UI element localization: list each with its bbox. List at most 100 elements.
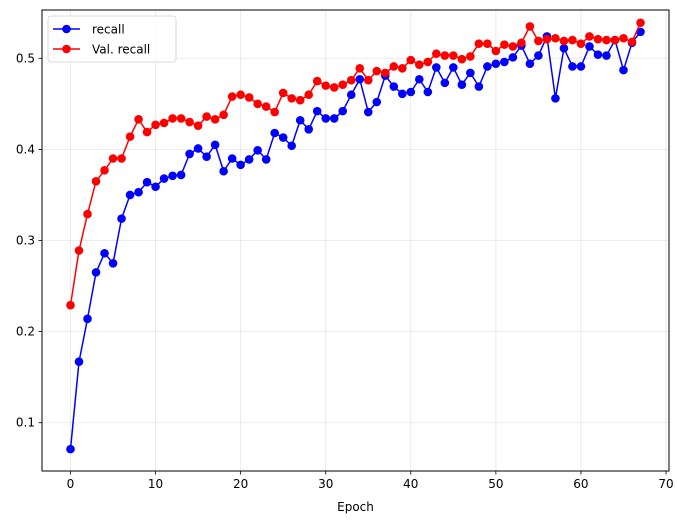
legend-marker: [62, 24, 71, 34]
data-point: [244, 155, 254, 164]
data-point: [415, 60, 424, 69]
x-tick-label: 40: [403, 477, 418, 491]
y-tick-label: 0.5: [16, 51, 35, 65]
x-tick-label: 60: [573, 477, 588, 491]
data-point: [389, 82, 399, 91]
data-point: [406, 55, 416, 65]
data-point: [74, 246, 84, 255]
data-point: [210, 115, 220, 124]
data-point: [576, 39, 586, 49]
data-point: [576, 62, 586, 71]
data-point: [457, 80, 467, 90]
data-point: [483, 62, 492, 71]
data-point: [193, 121, 203, 131]
data-point: [525, 59, 535, 69]
data-point: [168, 171, 177, 181]
data-point: [227, 92, 237, 101]
x-tick-label: 70: [658, 477, 673, 491]
series-1: [66, 18, 645, 310]
data-point: [415, 74, 424, 84]
data-point: [295, 115, 305, 125]
data-point: [585, 32, 594, 41]
data-point: [100, 248, 109, 258]
data-point: [210, 140, 220, 150]
data-point: [483, 39, 492, 49]
data-point: [270, 128, 279, 138]
y-tick-label: 0.3: [16, 234, 35, 248]
data-point: [117, 154, 126, 163]
data-point: [474, 82, 484, 91]
data-point: [474, 39, 484, 49]
x-axis: 0 10 20 30 40 50 60 70: [67, 471, 674, 491]
legend: recall Val. recall: [47, 15, 177, 63]
data-point: [406, 87, 416, 97]
data-point: [508, 42, 518, 51]
legend-label: Val. recall: [92, 43, 150, 57]
data-point: [449, 63, 458, 72]
data-point: [278, 133, 288, 142]
data-point: [287, 141, 296, 151]
data-point: [253, 146, 262, 155]
data-point: [593, 34, 603, 44]
data-point: [363, 107, 373, 117]
data-point: [185, 117, 194, 127]
data-point: [440, 78, 450, 88]
data-point: [312, 106, 322, 116]
data-point: [619, 33, 628, 43]
data-point: [91, 268, 101, 277]
data-point: [372, 97, 382, 107]
data-point: [202, 112, 211, 121]
data-point: [329, 83, 339, 92]
data-point: [202, 152, 211, 161]
data-point: [551, 94, 560, 103]
data-point: [83, 209, 92, 219]
data-point: [236, 160, 245, 170]
data-point: [142, 177, 152, 187]
y-tick-label: 0.1: [16, 416, 35, 430]
data-point: [534, 36, 543, 46]
x-tick-label: 10: [148, 477, 163, 491]
data-point: [168, 114, 177, 123]
data-point: [244, 93, 254, 102]
data-point: [219, 166, 228, 176]
data-point: [83, 314, 92, 324]
data-point: [159, 118, 169, 128]
data-point: [517, 38, 526, 48]
data-point: [100, 166, 109, 175]
data-point: [627, 37, 637, 47]
data-point: [159, 174, 169, 183]
data-point: [500, 57, 509, 67]
data-point: [457, 54, 467, 64]
data-point: [227, 154, 237, 163]
legend-box: [47, 15, 177, 63]
data-point: [559, 36, 569, 46]
data-point: [151, 120, 160, 130]
data-point: [593, 50, 603, 59]
x-tick-label: 0: [67, 477, 75, 491]
data-point: [397, 64, 407, 73]
data-point: [423, 87, 433, 97]
legend-item: recall: [53, 23, 125, 37]
data-point: [117, 214, 126, 223]
data-point: [338, 80, 348, 90]
data-point: [619, 65, 628, 75]
data-point: [491, 46, 501, 56]
x-tick-label: 30: [318, 477, 333, 491]
data-point: [304, 125, 314, 134]
data-point: [355, 64, 365, 73]
data-point: [423, 57, 433, 67]
data-point: [602, 51, 611, 60]
data-point: [270, 107, 279, 117]
data-point: [125, 132, 135, 141]
data-point: [321, 114, 331, 123]
data-point: [380, 68, 390, 78]
data-point: [534, 51, 543, 60]
data-point: [525, 22, 535, 31]
data-point: [610, 35, 620, 45]
data-point: [508, 53, 518, 62]
data-point: [193, 144, 203, 153]
data-point: [176, 114, 186, 123]
data-point: [432, 49, 441, 59]
